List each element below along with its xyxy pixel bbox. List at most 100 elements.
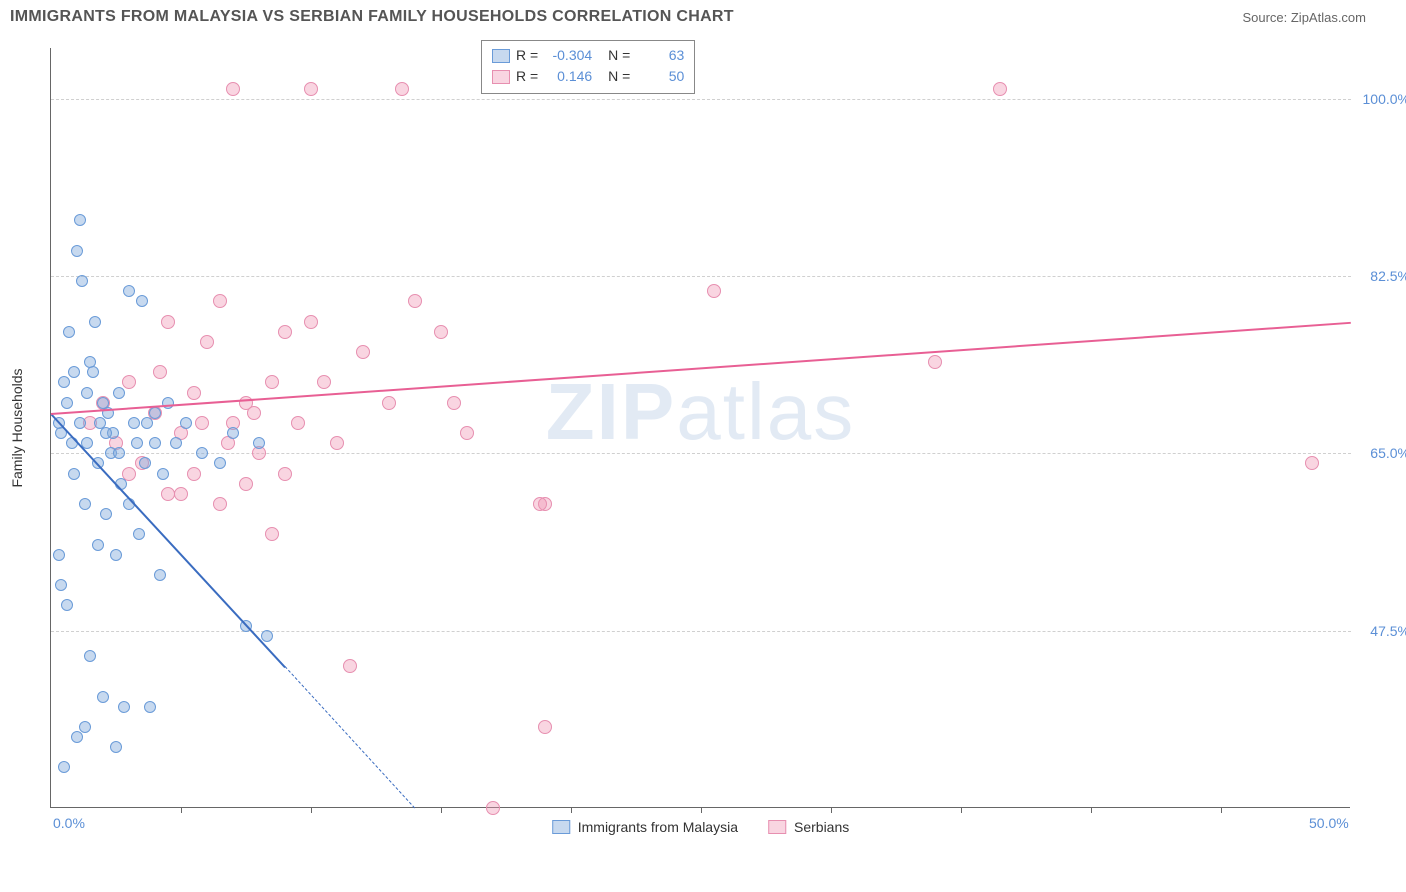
stats-legend: R = -0.304 N = 63 R = 0.146 N = 50 <box>481 40 695 94</box>
legend-swatch-b0 <box>552 820 570 834</box>
plot-area: ZIPatlas Family Households R = -0.304 N … <box>50 48 1350 808</box>
stats-r-value-1: 0.146 <box>544 66 592 87</box>
scatter-point <box>195 416 209 430</box>
legend-swatch-b1 <box>768 820 786 834</box>
scatter-point <box>154 569 166 581</box>
scatter-point <box>291 416 305 430</box>
ytick-label: 100.0% <box>1355 91 1406 107</box>
scatter-point <box>110 549 122 561</box>
scatter-point <box>81 387 93 399</box>
scatter-point <box>265 375 279 389</box>
scatter-point <box>213 497 227 511</box>
watermark-zip: ZIP <box>546 367 676 456</box>
ytick-label: 65.0% <box>1355 445 1406 461</box>
gridline-h <box>51 276 1351 277</box>
scatter-point <box>174 487 188 501</box>
scatter-point <box>157 468 169 480</box>
xtick-mark <box>571 807 572 813</box>
scatter-point <box>74 214 86 226</box>
scatter-point <box>317 375 331 389</box>
scatter-point <box>139 457 151 469</box>
scatter-point <box>89 316 101 328</box>
y-axis-label: Family Households <box>9 368 25 487</box>
scatter-point <box>76 275 88 287</box>
scatter-point <box>144 701 156 713</box>
scatter-point <box>213 294 227 308</box>
scatter-point <box>200 335 214 349</box>
scatter-point <box>278 325 292 339</box>
watermark-atlas: atlas <box>676 367 855 456</box>
stats-r-value-0: -0.304 <box>544 45 592 66</box>
scatter-point <box>180 417 192 429</box>
scatter-point <box>928 355 942 369</box>
scatter-point <box>131 437 143 449</box>
scatter-point <box>68 366 80 378</box>
scatter-point <box>187 386 201 400</box>
scatter-point <box>100 508 112 520</box>
stats-legend-row-0: R = -0.304 N = 63 <box>492 45 684 66</box>
xtick-mark <box>1221 807 1222 813</box>
stats-n-value-0: 63 <box>636 45 684 66</box>
scatter-point <box>92 539 104 551</box>
scatter-point <box>434 325 448 339</box>
xtick-mark <box>441 807 442 813</box>
scatter-point <box>141 417 153 429</box>
stats-r-label-1: R = <box>516 66 538 87</box>
scatter-point <box>460 426 474 440</box>
stats-n-label-1: N = <box>608 66 630 87</box>
scatter-point <box>170 437 182 449</box>
chart-container: ZIPatlas Family Households R = -0.304 N … <box>50 48 1390 838</box>
scatter-point <box>356 345 370 359</box>
legend-swatch-0 <box>492 49 510 63</box>
stats-n-value-1: 50 <box>636 66 684 87</box>
scatter-point <box>74 417 86 429</box>
scatter-point <box>113 447 125 459</box>
source-name: ZipAtlas.com <box>1291 10 1366 25</box>
scatter-point <box>128 417 140 429</box>
scatter-point <box>58 761 70 773</box>
scatter-point <box>343 659 357 673</box>
scatter-point <box>214 457 226 469</box>
scatter-point <box>382 396 396 410</box>
scatter-point <box>122 375 136 389</box>
legend-label-0: Immigrants from Malaysia <box>578 819 738 835</box>
scatter-point <box>1305 456 1319 470</box>
scatter-point <box>533 497 547 511</box>
xtick-mark <box>701 807 702 813</box>
stats-n-label: N = <box>608 45 630 66</box>
scatter-point <box>63 326 75 338</box>
scatter-point <box>187 467 201 481</box>
legend-swatch-1 <box>492 70 510 84</box>
scatter-point <box>395 82 409 96</box>
gridline-h <box>51 99 1351 100</box>
scatter-point <box>136 295 148 307</box>
scatter-point <box>71 731 83 743</box>
scatter-point <box>278 467 292 481</box>
series-legend: Immigrants from Malaysia Serbians <box>552 819 850 835</box>
scatter-point <box>153 365 167 379</box>
source-prefix: Source: <box>1242 10 1290 25</box>
legend-item-0: Immigrants from Malaysia <box>552 819 738 835</box>
scatter-point <box>330 436 344 450</box>
xtick-mark <box>181 807 182 813</box>
scatter-point <box>247 406 261 420</box>
xtick-mark <box>961 807 962 813</box>
scatter-point <box>196 447 208 459</box>
gridline-h <box>51 453 1351 454</box>
ytick-label: 82.5% <box>1355 268 1406 284</box>
xtick-label: 0.0% <box>53 815 85 831</box>
scatter-point <box>265 527 279 541</box>
chart-header: IMMIGRANTS FROM MALAYSIA VS SERBIAN FAMI… <box>0 0 1406 34</box>
scatter-point <box>58 376 70 388</box>
scatter-point <box>261 630 273 642</box>
watermark: ZIPatlas <box>546 366 855 458</box>
ytick-label: 47.5% <box>1355 623 1406 639</box>
scatter-point <box>149 437 161 449</box>
scatter-point <box>408 294 422 308</box>
scatter-point <box>304 82 318 96</box>
stats-legend-row-1: R = 0.146 N = 50 <box>492 66 684 87</box>
scatter-point <box>123 285 135 297</box>
xtick-mark <box>311 807 312 813</box>
trend-line <box>51 322 1351 415</box>
scatter-point <box>133 528 145 540</box>
